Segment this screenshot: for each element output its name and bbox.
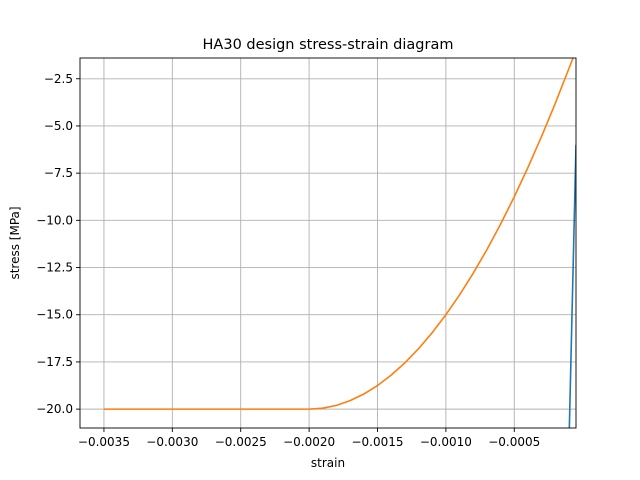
x-tick-label: −0.0025 [215, 435, 267, 449]
chart-title: HA30 design stress-strain diagram [203, 37, 454, 53]
y-tick-label: −15.0 [36, 308, 73, 322]
x-axis-ticks: −0.0035 −0.0030 −0.0025 −0.0020 −0.0015 −0.00… [78, 428, 540, 449]
plot-area [103, 58, 576, 428]
x-tick-label: −0.0005 [488, 435, 540, 449]
x-tick-label: −0.0030 [146, 435, 198, 449]
series-line-2 [103, 58, 574, 410]
x-tick-label: −0.0010 [420, 435, 472, 449]
series-line-1 [568, 144, 576, 428]
y-tick-label: −20.0 [36, 402, 73, 416]
y-tick-label: −2.5 [44, 72, 73, 86]
grid-lines [80, 58, 576, 428]
y-tick-label: −10.0 [36, 213, 73, 227]
y-tick-label: −5.0 [44, 119, 73, 133]
y-tick-label: −12.5 [36, 261, 73, 275]
y-axis-label: stress [MPa] [8, 206, 22, 279]
y-tick-label: −7.5 [44, 166, 73, 180]
y-axis-ticks: −2.5 −5.0 −7.5 −10.0 −12.5 −15.0 −17.5 −20.0 [36, 72, 80, 416]
plot-frame [79, 57, 577, 429]
y-tick-label: −17.5 [36, 355, 73, 369]
x-tick-label: −0.0020 [283, 435, 335, 449]
x-axis-label: strain [311, 456, 345, 470]
x-tick-label: −0.0015 [351, 435, 403, 449]
x-tick-label: −0.0035 [78, 435, 130, 449]
